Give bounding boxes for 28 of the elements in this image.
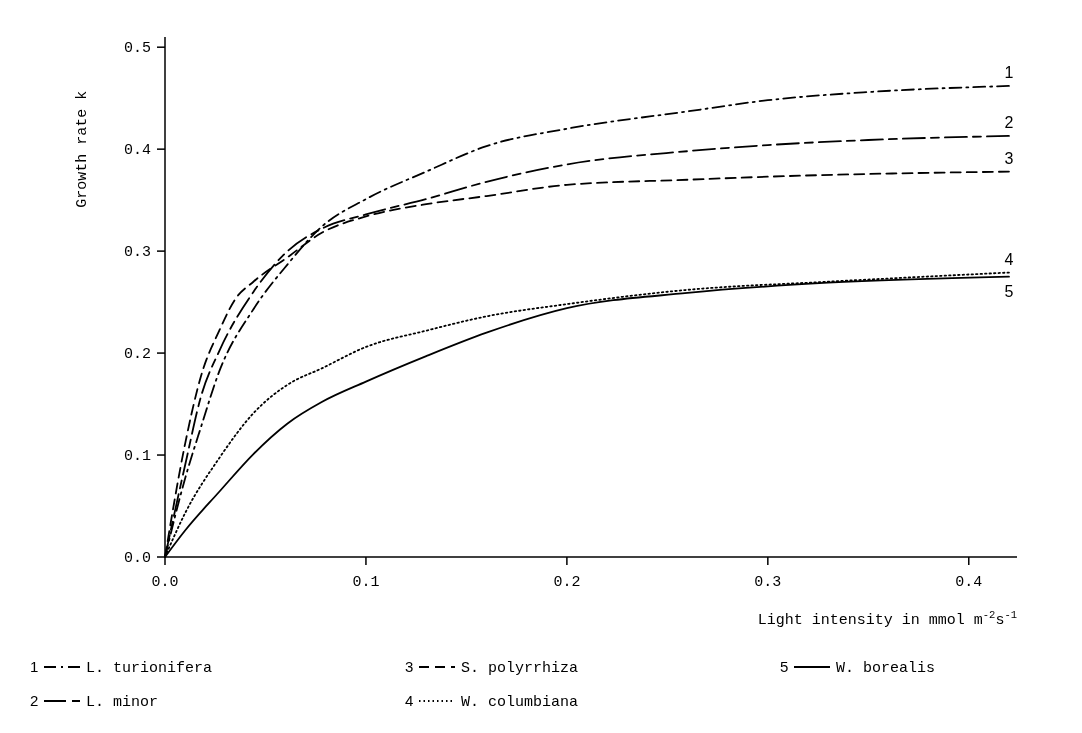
legend-label: S. polyrrhiza [461,660,579,677]
x-tick-label: 0.1 [352,574,380,591]
x-tick-label: 0.0 [151,574,179,591]
y-tick-label: 0.5 [123,40,151,58]
y-tick-label: 0.1 [123,448,151,466]
y-axis-title: Growth rate k [74,90,91,208]
x-axis-title: Light intensity in mmol m$^{-2}$s$^{-1}$ [757,609,1017,629]
x-tick-label: 0.2 [553,574,581,591]
annotation: 3 [1004,149,1014,167]
y-tick-label: 0.2 [123,346,151,364]
annotation: 2 [1004,113,1014,131]
legend-label: W. borealis [836,660,936,677]
y-tick-label: 0.3 [123,244,151,262]
x-tick-label: 0.4 [955,574,983,591]
annotation: 5 [1004,282,1014,300]
y-tick-label: 0.4 [123,142,151,160]
text: 2 [30,692,39,709]
text: 1 [30,658,39,675]
annotation: 4 [1004,250,1014,268]
y-tick-label: 0.0 [123,550,151,567]
annotation: 1 [1004,63,1014,81]
legend-label: L. minor [86,694,159,711]
text: 5 [780,658,789,675]
x-tick-label: 0.3 [754,574,782,591]
legend-label: W. columbiana [461,694,579,711]
legend-label: L. turionifera [86,660,213,677]
text: 4 [405,692,414,709]
text: 3 [405,658,414,675]
